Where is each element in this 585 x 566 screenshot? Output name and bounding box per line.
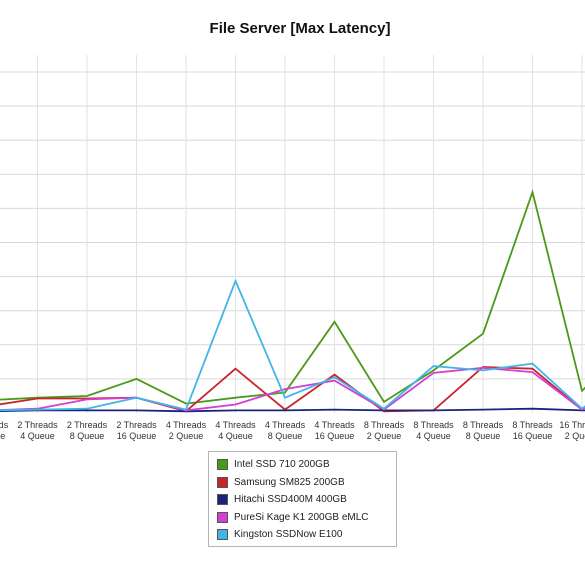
x-tick-label: 2 Threads 16 Queue [116, 420, 157, 441]
legend: Intel SSD 710 200GB Samsung SM825 200GB Hi… [208, 451, 397, 547]
x-tick-label: 2 Threads 8 Queue [67, 420, 108, 441]
legend-item: Hitachi SSD400M 400GB [217, 491, 396, 509]
legend-swatch [217, 494, 228, 506]
legend-swatch [217, 529, 228, 541]
x-tick-label: 4 Threads 16 Queue [314, 420, 355, 441]
legend-label: Kingston SSDNow E100 [234, 529, 343, 541]
series-line-4 [0, 366, 585, 412]
legend-swatch [217, 476, 228, 488]
series-lines [0, 189, 585, 413]
x-tick-label: 4 Threads 8 Queue [265, 420, 306, 441]
x-tick-label: 8 Threads 8 Queue [463, 420, 504, 441]
series-line-2 [0, 366, 585, 413]
series-line-1 [0, 189, 585, 405]
grid [0, 55, 585, 413]
legend-label: PureSi Kage K1 200GB eMLC [234, 511, 369, 523]
x-tick-label: 8 Threads 4 Queue [413, 420, 454, 441]
x-tick-label: 8 Threads 2 Queue [364, 420, 405, 441]
x-tick-label: 8 Threads 16 Queue [512, 420, 553, 441]
legend-label: Samsung SM825 200GB [234, 476, 345, 488]
x-tick-label: 4 Threads 2 Queue [166, 420, 207, 441]
legend-item: Intel SSD 710 200GB [217, 456, 396, 474]
series-line-3 [0, 407, 585, 413]
legend-item: Kingston SSDNow E100 [217, 526, 396, 544]
x-tick-label: 4 Threads 4 Queue [215, 420, 256, 441]
legend-label: Intel SSD 710 200GB [234, 459, 330, 471]
legend-item: Samsung SM825 200GB [217, 474, 396, 492]
chart-title: File Server [Max Latency] [209, 20, 391, 37]
legend-swatch [217, 459, 228, 471]
legend-item: PureSi Kage K1 200GB eMLC [217, 509, 396, 527]
legend-swatch [217, 511, 228, 523]
x-tick-label: 2 Threads 4 Queue [17, 420, 58, 441]
legend-label: Hitachi SSD400M 400GB [234, 494, 347, 506]
series-line-5 [0, 278, 585, 412]
